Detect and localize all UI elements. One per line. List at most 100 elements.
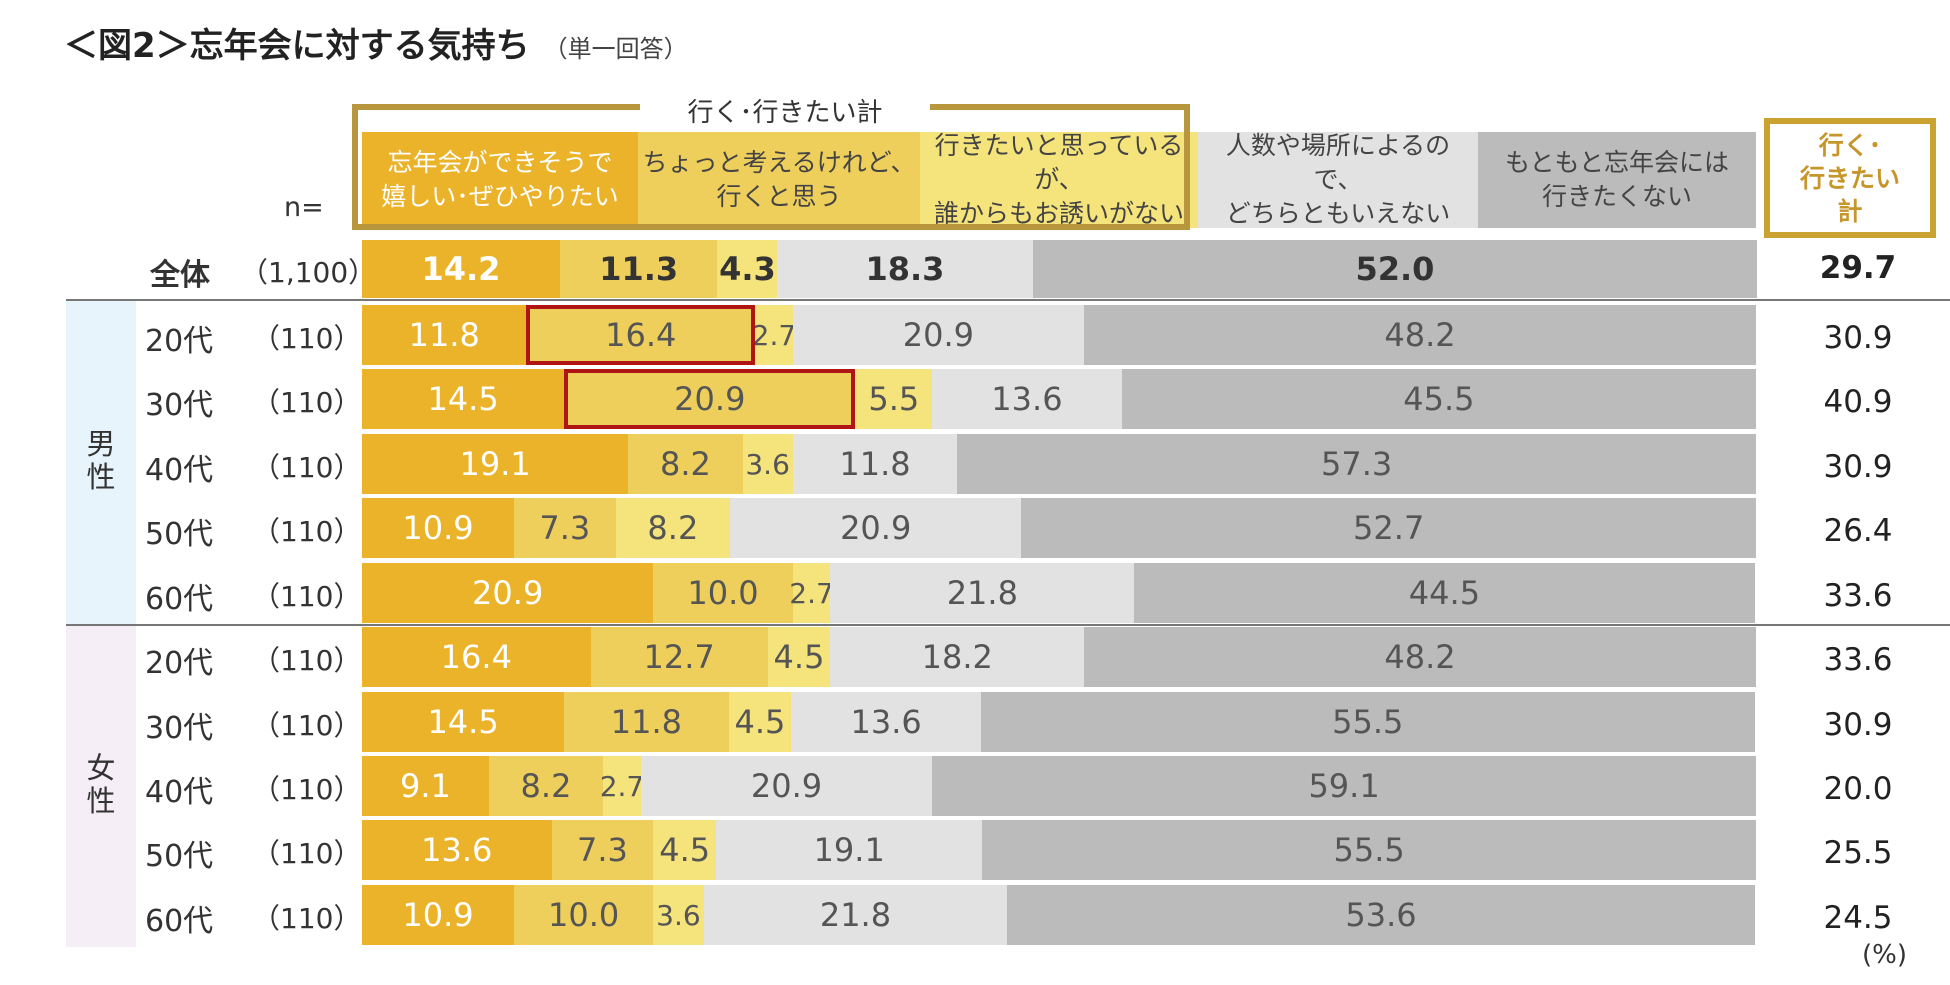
- bar-segment-4: 20.9: [640, 756, 933, 816]
- bar-segment-3: 4.3: [717, 240, 778, 298]
- bar-segment-2: 7.3: [513, 498, 616, 558]
- bar-segment-1: 13.6: [362, 820, 552, 880]
- row-sample-size: （110）: [252, 709, 362, 742]
- total-header-line-1: 行く･: [1818, 130, 1882, 160]
- row-label: 全体: [150, 258, 210, 293]
- row-sample-size: （110）: [252, 902, 362, 935]
- row-total-value: 30.9: [1823, 707, 1893, 743]
- row-total-value: 33.6: [1823, 642, 1893, 678]
- bar-segment-4: 13.6: [932, 369, 1122, 429]
- male-group-label-char-2: 性: [86, 460, 116, 494]
- bar-segment-5: 57.3: [957, 434, 1756, 494]
- bar-segment-5: 48.2: [1084, 627, 1756, 687]
- bar-segment-5: 45.5: [1121, 369, 1756, 429]
- bar-segment-4: 20.9: [792, 305, 1085, 365]
- female-group-label-char-2: 性: [86, 784, 116, 818]
- row-sample-size: （110）: [252, 515, 362, 548]
- row-sample-size: （1,100）: [240, 256, 377, 289]
- unit-label: (%): [1862, 940, 1907, 970]
- row-total-value: 20.0: [1823, 771, 1893, 807]
- row-label: 20代: [145, 646, 214, 681]
- separator-line: [66, 624, 1950, 626]
- bar-segment-4: 13.6: [791, 692, 981, 752]
- total-header-line-3: 計: [1837, 196, 1863, 226]
- bar-segment-1: 20.9: [362, 563, 654, 623]
- bar-segment-2: 11.8: [564, 692, 729, 752]
- legend-item-3: 行きたいと思っているが、誰からもお誘いがない: [920, 129, 1198, 231]
- legend-group-label: 行く･行きたい計: [640, 92, 930, 129]
- bar-segment-4: 18.3: [777, 240, 1033, 298]
- legend-item-label: ちょっと考えるけれど、 行くと思う: [642, 146, 915, 214]
- row-sample-size: （110）: [252, 644, 362, 677]
- female-group-band: [66, 625, 136, 947]
- row-total-value: 40.9: [1823, 384, 1893, 420]
- row-sample-size: （110）: [252, 580, 362, 613]
- legend-item-label: 人数や場所によるので、 どちらともいえない: [1202, 129, 1474, 231]
- row-label: 40代: [145, 453, 214, 488]
- bar-segment-5: 52.7: [1021, 498, 1756, 558]
- bar-segment-2: 12.7: [590, 627, 768, 687]
- bar-segment-1: 16.4: [362, 627, 591, 687]
- male-group-label: 男 性: [83, 428, 119, 494]
- row-label: 50代: [145, 839, 214, 874]
- stacked-bar: 19.1 8.2 3.6 11.8 57.3: [362, 434, 1756, 494]
- legend-item-5: もともと忘年会には 行きたくない: [1478, 132, 1756, 228]
- bar-segment-3: 3.6: [653, 885, 704, 945]
- female-group-label: 女 性: [83, 752, 119, 818]
- stacked-bar: 16.4 12.7 4.5 18.2 48.2: [362, 627, 1756, 687]
- bar-segment-2: 10.0: [513, 885, 654, 945]
- bar-segment-4: 11.8: [792, 434, 958, 494]
- bar-segment-1: 10.9: [362, 498, 514, 558]
- highlight-box: [526, 305, 756, 365]
- bar-segment-4: 19.1: [716, 820, 983, 880]
- row-label: 20代: [145, 324, 214, 359]
- bar-segment-3: 8.2: [615, 498, 730, 558]
- bar-segment-5: 55.5: [982, 820, 1756, 880]
- chart-title: ＜図2＞忘年会に対する気持ち （単一回答）: [64, 18, 688, 67]
- row-total-value: 24.5: [1823, 900, 1893, 936]
- bar-segment-3: 4.5: [728, 692, 792, 752]
- bar-segment-4: 18.2: [830, 627, 1085, 687]
- separator-line: [66, 299, 1950, 301]
- row-total-value: 33.6: [1823, 578, 1893, 614]
- bar-segment-5: 44.5: [1134, 563, 1755, 623]
- bar-segment-5: 59.1: [932, 756, 1756, 816]
- row-label: 40代: [145, 775, 214, 810]
- bar-segment-1: 14.5: [362, 692, 565, 752]
- male-group-label-char-1: 男: [86, 427, 116, 461]
- bar-segment-4: 21.8: [703, 885, 1008, 945]
- legend-item-line-1: もともと忘年会には: [1504, 148, 1729, 177]
- bar-segment-2: 8.2: [488, 756, 604, 816]
- bar-segment-4: 20.9: [730, 498, 1022, 558]
- bar-segment-2: 11.3: [559, 240, 718, 298]
- legend-item-line-2: 行くと思う: [716, 182, 842, 211]
- stacked-bar: 13.6 7.3 4.5 19.1 55.5: [362, 820, 1756, 880]
- n-label: n=: [284, 192, 324, 223]
- bar-segment-3: 2.7: [789, 563, 834, 623]
- legend-item-line-2: 行きたくない: [1541, 182, 1692, 211]
- bar-segment-3: 2.7: [600, 756, 644, 816]
- bar-segment-1: 11.8: [362, 305, 527, 365]
- chart-subtitle: （単一回答）: [543, 35, 688, 63]
- stacked-bar: 14.2 11.3 4.3 18.3 52.0: [362, 240, 1758, 298]
- bar-segment-2: 20.9: [564, 369, 856, 429]
- stacked-bar: 14.5 11.8 4.5 13.6 55.5: [362, 692, 1756, 752]
- stacked-bar: 11.8 16.4 2.7 20.9 48.2: [362, 305, 1756, 365]
- legend-item-line-1: ちょっと考えるけれど、: [642, 148, 916, 177]
- row-total-value: 29.7: [1819, 250, 1897, 286]
- legend-item-1: 忘年会ができそうで 嬉しい･ぜひやりたい: [362, 132, 638, 228]
- row-sample-size: （110）: [252, 837, 362, 870]
- legend-item-line-2: 誰からもお誘いがない: [933, 199, 1184, 228]
- legend-item-label: 行きたいと思っているが、誰からもお誘いがない: [924, 129, 1194, 231]
- bar-segment-5: 52.0: [1032, 240, 1758, 298]
- row-total-value: 30.9: [1823, 449, 1893, 485]
- row-sample-size: （110）: [252, 773, 362, 806]
- row-label: 60代: [145, 582, 214, 617]
- bar-segment-3: 4.5: [767, 627, 831, 687]
- bar-segment-3: 3.6: [742, 434, 793, 494]
- bar-segment-1: 10.9: [362, 885, 514, 945]
- legend-item-2: ちょっと考えるけれど、 行くと思う: [638, 132, 920, 228]
- stacked-bar: 9.1 8.2 2.7 20.9 59.1: [362, 756, 1756, 816]
- legend-item-line-1: 行きたいと思っているが、: [934, 131, 1184, 194]
- bar-segment-1: 14.5: [362, 369, 565, 429]
